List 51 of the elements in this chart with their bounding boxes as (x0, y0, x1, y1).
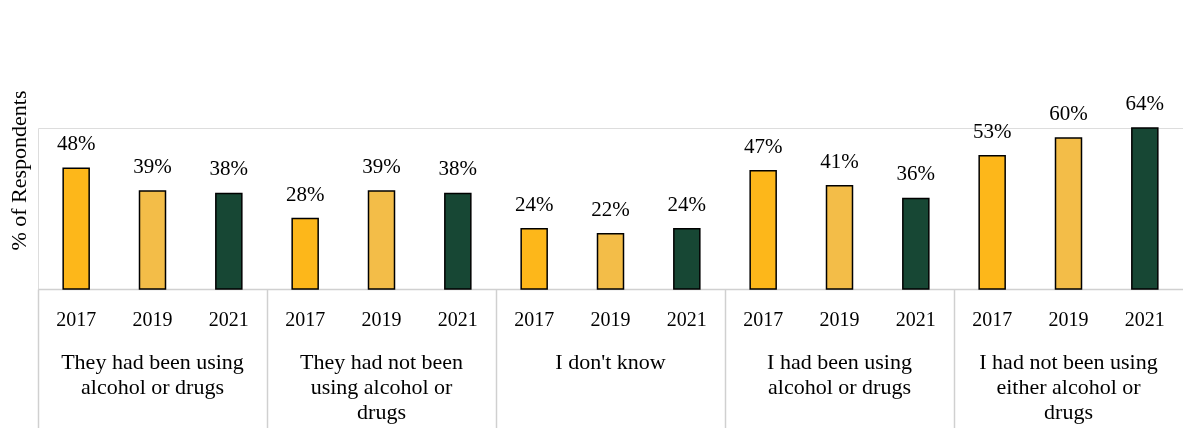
data-label: 24% (514, 191, 554, 216)
data-label: 64% (1125, 91, 1165, 115)
bar (291, 217, 319, 290)
series-label: 2017 (56, 308, 97, 330)
bar (444, 192, 472, 290)
y-axis-title: % of Respondents (5, 90, 31, 251)
text: 2021 (1124, 308, 1165, 330)
text: 2017 (972, 308, 1013, 330)
data-label: 39% (362, 153, 401, 178)
x-tick-label: I had not been using either alcohol or drugs (979, 349, 1158, 424)
bar (520, 227, 548, 290)
data-label: 47% (743, 133, 783, 158)
data-label: 22% (591, 196, 630, 221)
text: 2019 (590, 308, 631, 330)
bar (367, 190, 396, 290)
data-label: 38% (209, 156, 249, 181)
bar (1131, 127, 1159, 290)
text: 2019 (1048, 308, 1089, 330)
data-label: 39% (133, 153, 172, 178)
bar (902, 197, 930, 290)
data-label: 41% (820, 148, 859, 173)
x-tick-label: They had been using alcohol or drugs (61, 349, 244, 399)
bar (749, 170, 777, 290)
bar (596, 232, 625, 290)
data-label: 28% (285, 181, 325, 206)
x-tick-label: They had not been using alcohol or drugs (299, 349, 464, 424)
data-label: 38% (438, 156, 478, 181)
bar (825, 185, 854, 290)
series-label: 2019 (132, 308, 173, 330)
data-label: 60% (1049, 101, 1088, 126)
bar (1054, 137, 1083, 290)
bar (62, 167, 90, 290)
text: 2017 (514, 308, 555, 330)
x-tick-label: I had been using alcohol or drugs (767, 349, 912, 399)
bar (138, 190, 167, 290)
text: 2019 (819, 308, 860, 330)
data-label: 53% (972, 118, 1012, 143)
bar (673, 227, 701, 290)
text: 2017 (743, 308, 784, 330)
text: 2021 (437, 308, 478, 330)
bar (978, 154, 1006, 290)
data-label: 36% (896, 161, 936, 186)
x-tick-label: I don't know (555, 349, 666, 374)
text: 2021 (895, 308, 936, 330)
text: 2017 (285, 308, 326, 330)
text: 2021 (666, 308, 707, 330)
bar (215, 192, 243, 290)
data-label: 48% (56, 131, 96, 156)
text: 2019 (361, 308, 402, 330)
series-label: 2021 (208, 308, 249, 330)
data-label: 24% (667, 191, 707, 216)
